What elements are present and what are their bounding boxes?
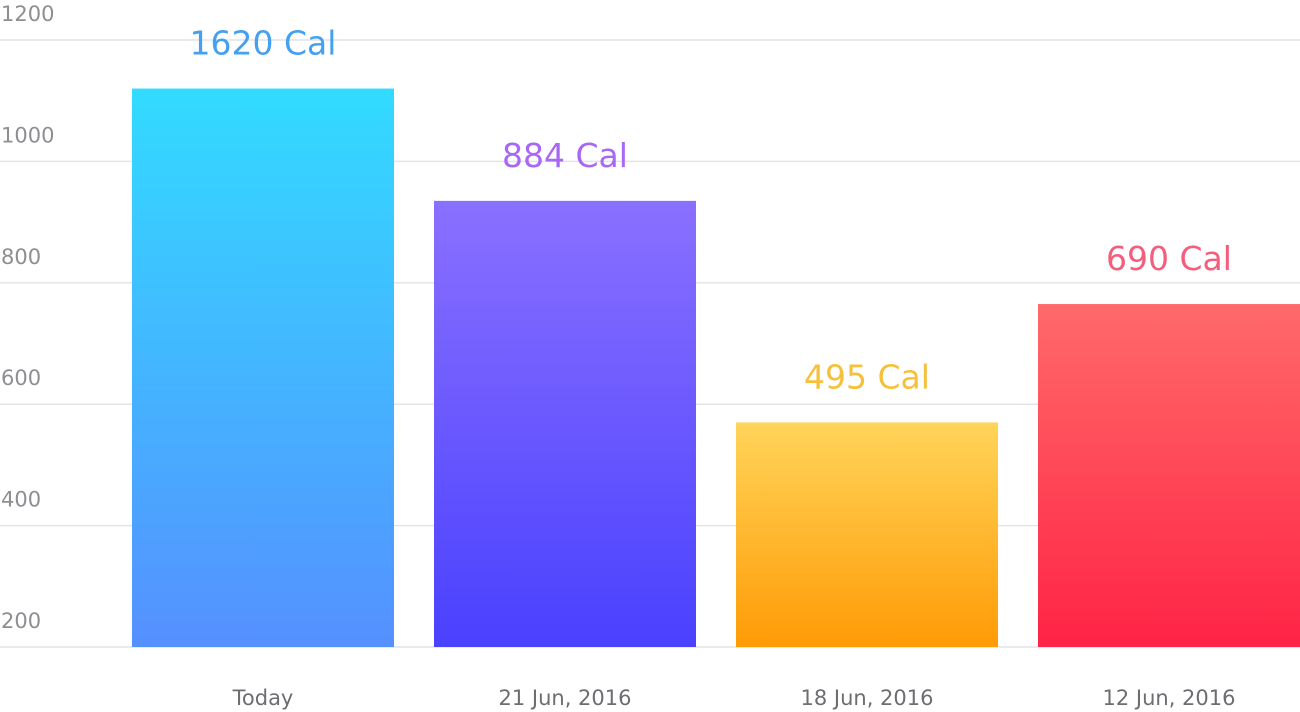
y-tick-label: 1000 <box>1 123 54 147</box>
y-tick-label: 800 <box>1 245 41 269</box>
data-label: 495 Cal <box>804 357 930 396</box>
bar-0 <box>132 88 394 647</box>
data-label: 1620 Cal <box>190 24 337 63</box>
bar-2 <box>736 422 998 647</box>
data-label: 690 Cal <box>1106 239 1232 278</box>
x-tick-label: Today <box>232 686 294 710</box>
y-axis-ticks: 200 400 600 800 1000 1200 <box>1 2 54 633</box>
x-tick-label: 12 Jun, 2016 <box>1102 686 1235 710</box>
x-tick-label: 21 Jun, 2016 <box>498 686 631 710</box>
bar-1 <box>434 200 696 648</box>
bars <box>132 88 1300 648</box>
y-tick-label: 600 <box>1 366 41 390</box>
x-tick-label: 18 Jun, 2016 <box>800 686 933 710</box>
y-tick-label: 200 <box>1 609 41 633</box>
data-label: 884 Cal <box>502 136 628 175</box>
x-axis-labels: Today 21 Jun, 2016 18 Jun, 2016 12 Jun, 201… <box>232 686 1236 710</box>
bar-3 <box>1038 304 1300 647</box>
data-labels: 1620 Cal 884 Cal 495 Cal 690 Cal <box>190 24 1232 397</box>
y-tick-label: 1200 <box>1 2 54 26</box>
y-tick-label: 400 <box>1 488 41 512</box>
